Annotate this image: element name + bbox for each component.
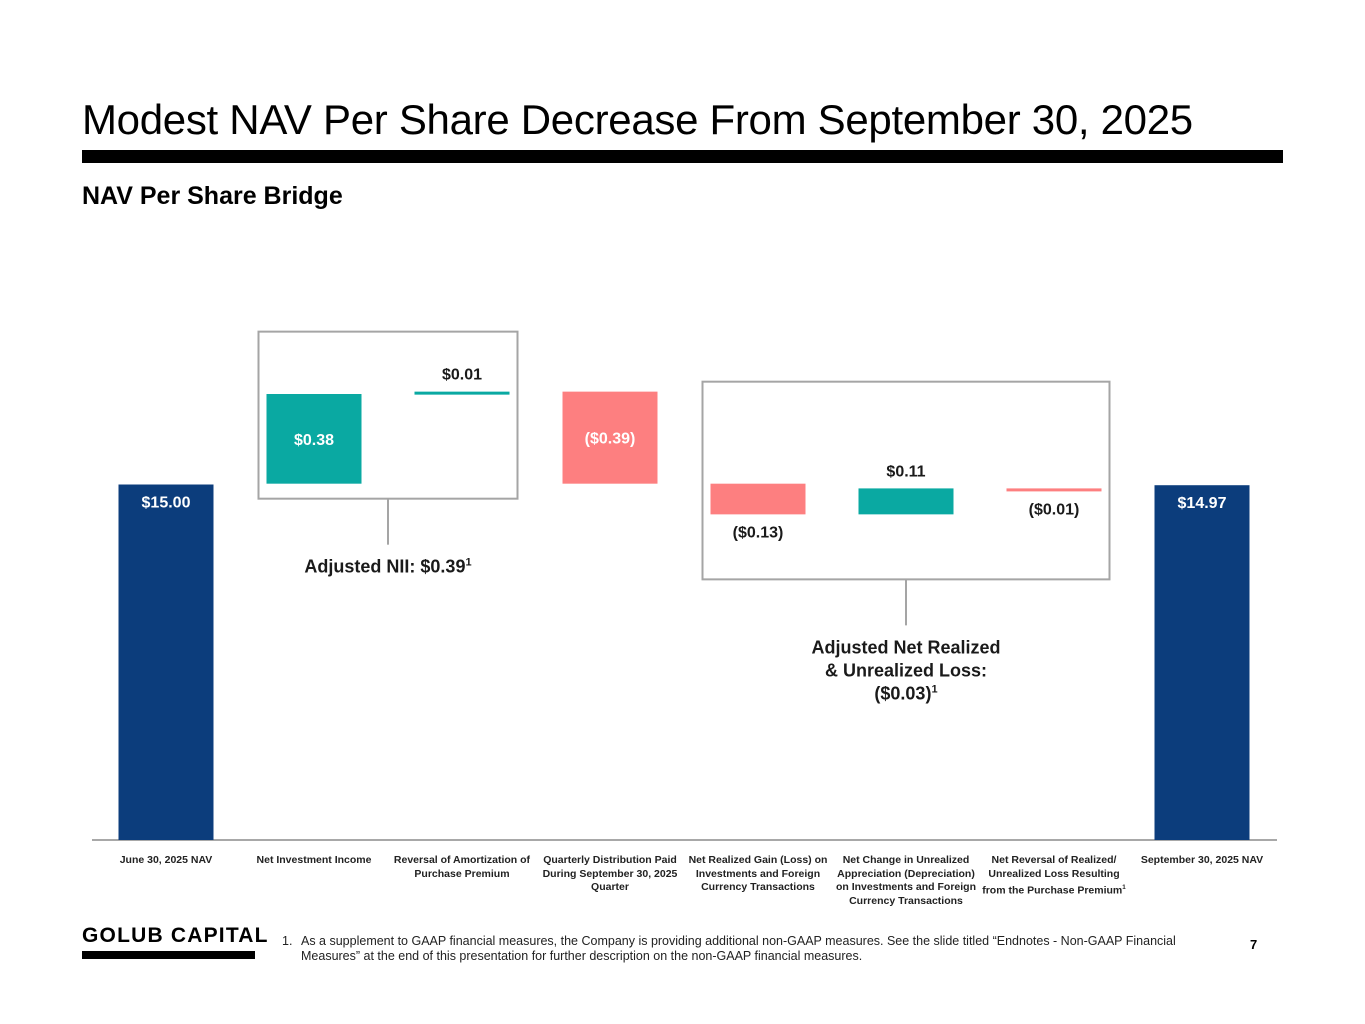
data-label: ($0.01) — [1029, 501, 1080, 518]
waterfall-bar — [414, 391, 510, 395]
logo-underline — [82, 951, 255, 959]
waterfall-bar — [266, 394, 362, 484]
adjusted-net-realized-label-line: & Unrealized Loss: — [825, 660, 987, 680]
adjusted-nii-label-line: Adjusted NII: $0.391 — [304, 557, 471, 577]
data-label: ($0.13) — [733, 524, 784, 541]
page-number: 7 — [1250, 937, 1258, 952]
waterfall-bar — [710, 483, 806, 515]
page-title: Modest NAV Per Share Decrease From Septe… — [82, 96, 1193, 143]
chart-subtitle: NAV Per Share Bridge — [82, 182, 343, 210]
waterfall-bar — [118, 484, 214, 840]
category-label: June 30, 2025 NAV — [119, 854, 213, 866]
waterfall-bar — [858, 488, 954, 515]
waterfall-bar — [1006, 488, 1102, 492]
waterfall-bar — [562, 391, 658, 484]
data-label: $0.38 — [294, 432, 334, 449]
footnote-text: As a supplement to GAAP financial measur… — [301, 934, 1176, 963]
golub-capital-logo: GOLUB CAPITAL — [82, 924, 269, 947]
category-label: Quarterly Distribution Paid During Septe… — [542, 854, 678, 893]
waterfall-bar — [1154, 485, 1250, 840]
footnote: 1. As a supplement to GAAP financial mea… — [282, 934, 1212, 964]
category-label: September 30, 2025 NAV — [1140, 854, 1264, 866]
category-label: Reversal of Amortization of Purchase Pre… — [393, 854, 531, 880]
data-label: $15.00 — [142, 495, 191, 512]
data-label: ($0.39) — [585, 431, 636, 448]
category-label: Net Change in Unrealized Appreciation (D… — [835, 854, 977, 907]
data-label: $14.97 — [1178, 495, 1227, 512]
data-label: $0.11 — [886, 463, 925, 480]
title-divider — [82, 150, 1283, 163]
category-footnote-mark: 1 — [1122, 884, 1126, 891]
category-label: Net Reversal of Realized/ Unrealized Los… — [982, 854, 1126, 897]
adjusted-net-realized-label-line: Adjusted Net Realized — [811, 637, 1000, 657]
category-label: Net Realized Gain (Loss) on Investments … — [688, 854, 828, 893]
adjusted-nii-footnote-mark: 1 — [465, 557, 471, 569]
adjusted-net-realized-label-line: ($0.03)1 — [874, 683, 937, 703]
data-label: $0.01 — [442, 367, 482, 384]
category-label: Net Investment Income — [256, 854, 372, 866]
footnote-number: 1. — [282, 934, 293, 948]
adjusted-net-realized-box — [701, 380, 1111, 581]
adjusted-net-realized-footnote-mark: 1 — [931, 683, 937, 695]
